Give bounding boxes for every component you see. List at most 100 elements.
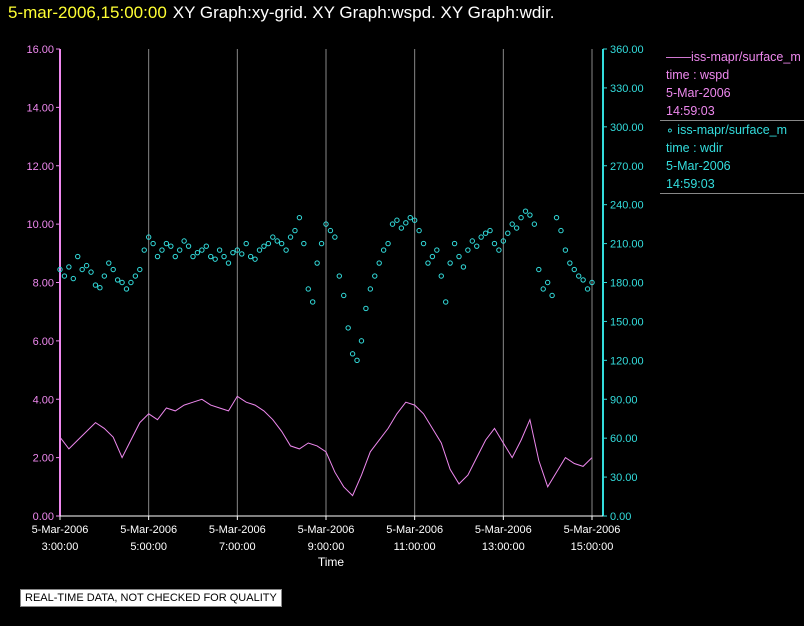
x-tick-time: 11:00:00 [394,541,436,553]
wdir-point [247,253,254,260]
wdir-point [434,247,440,253]
wdir-point [323,221,329,227]
legend-series-var: time : wspd [666,68,730,82]
x-tick-time: 7:00:00 [219,541,256,553]
wdir-point [66,264,72,270]
left-tick-label: 6.00 [33,336,54,348]
wdir-point [456,253,462,260]
wdir-point [212,256,218,262]
wdir-point [114,277,121,283]
wdir-point [283,247,289,253]
legend-entry-wdir[interactable]: ∘ iss-mapr/surface_m time : wdir 5-Mar-2… [664,121,804,193]
wdir-point [278,240,285,247]
wdir-point [163,240,170,247]
wdir-point [119,279,125,286]
wdir-point [243,240,249,247]
wdir-point [513,225,520,231]
wdir-point [88,269,94,275]
legend-series-time: 14:59:03 [666,177,715,191]
legend-series-time: 14:59:03 [666,104,715,118]
wdir-point [354,357,360,364]
wdir-point [239,251,245,257]
left-axis-wspd: 0.00 2.00 4.00 6.00 8.00 10.00 12.00 14.00 16.00 [26,44,61,523]
series-layer [57,208,595,497]
wdir-point [132,273,139,279]
wdir-point [580,277,586,283]
right-tick-label: 330.00 [610,83,644,95]
wdir-point [172,253,178,260]
legend-series-date: 5-Mar-2006 [666,86,731,100]
wdir-point [558,227,564,234]
wdir-point [363,305,369,312]
graph-titles: XY Graph:xy-grid. XY Graph:wspd. XY Grap… [172,3,555,22]
wdir-point [225,260,232,266]
wdir-point [75,253,81,260]
wdir-point [358,338,365,344]
timestamp: 5-mar-2006,15:00:00 [8,3,167,22]
wdir-point [208,253,214,260]
wdir-point [145,234,152,240]
wdir-point [177,247,183,253]
wdir-point [256,247,263,253]
wdir-point [487,227,493,234]
wdir-point [310,299,316,305]
wdir-point [185,243,192,249]
right-tick-label: 270.00 [610,161,644,173]
wdir-point [443,299,449,305]
wdir-point [261,243,267,249]
x-tick-date: 5-Mar-2006 [32,524,89,536]
wdir-point [181,238,187,244]
wdir-point [394,217,400,223]
wdir-point [199,247,205,253]
wdir-point [83,262,90,269]
wdir-point [451,240,458,247]
wdir-point [305,286,311,292]
wdir-point [478,234,484,240]
wdir-point [367,286,374,292]
legend-series-name: ∘ iss-mapr/surface_m [666,123,788,137]
wdir-point [230,249,236,256]
right-tick-label: 30.00 [610,472,638,484]
wdir-point [536,266,542,273]
wdir-point [101,273,108,279]
wdir-point [505,230,511,236]
right-tick-label: 60.00 [610,433,638,445]
wdir-point [314,260,320,266]
left-tick-label: 0.00 [33,511,54,523]
x-tick-date: 5-Mar-2006 [564,524,621,536]
wdir-point [301,240,307,247]
wdir-point [123,286,130,292]
wdir-point [509,221,515,227]
wdir-point [252,256,258,262]
wdir-point [567,260,573,266]
legend-divider [660,193,804,194]
legend-divider [660,120,804,121]
wdir-point [420,240,427,247]
x-tick-time: 9:00:00 [308,541,345,553]
wdir-point [128,279,134,286]
left-tick-label: 12.00 [26,161,54,173]
wdir-point [531,221,538,227]
x-tick-date: 5-Mar-2006 [120,524,177,536]
wdir-point [287,234,294,240]
wdir-point [97,284,103,291]
wdir-point [398,225,405,231]
legend-series-var: time : wdir [666,141,723,155]
wdir-point [137,266,143,273]
left-tick-label: 10.00 [26,219,54,231]
wdir-point [190,253,196,260]
right-tick-label: 120.00 [610,355,644,367]
wdir-point [106,260,112,266]
wdir-point [385,240,391,247]
right-tick-label: 90.00 [610,394,638,406]
left-tick-label: 14.00 [26,102,54,114]
wdir-point [349,351,356,357]
wdir-point [168,243,174,249]
wdir-point [407,214,413,221]
wdir-point [79,266,85,273]
legend: ——iss-mapr/surface_m time : wspd 5-Mar-2… [660,48,804,194]
legend-series-name: ——iss-mapr/surface_m [666,50,801,64]
legend-entry-wspd[interactable]: ——iss-mapr/surface_m time : wspd 5-Mar-2… [664,48,804,120]
wdir-point [425,260,431,266]
wdir-point [438,273,444,279]
